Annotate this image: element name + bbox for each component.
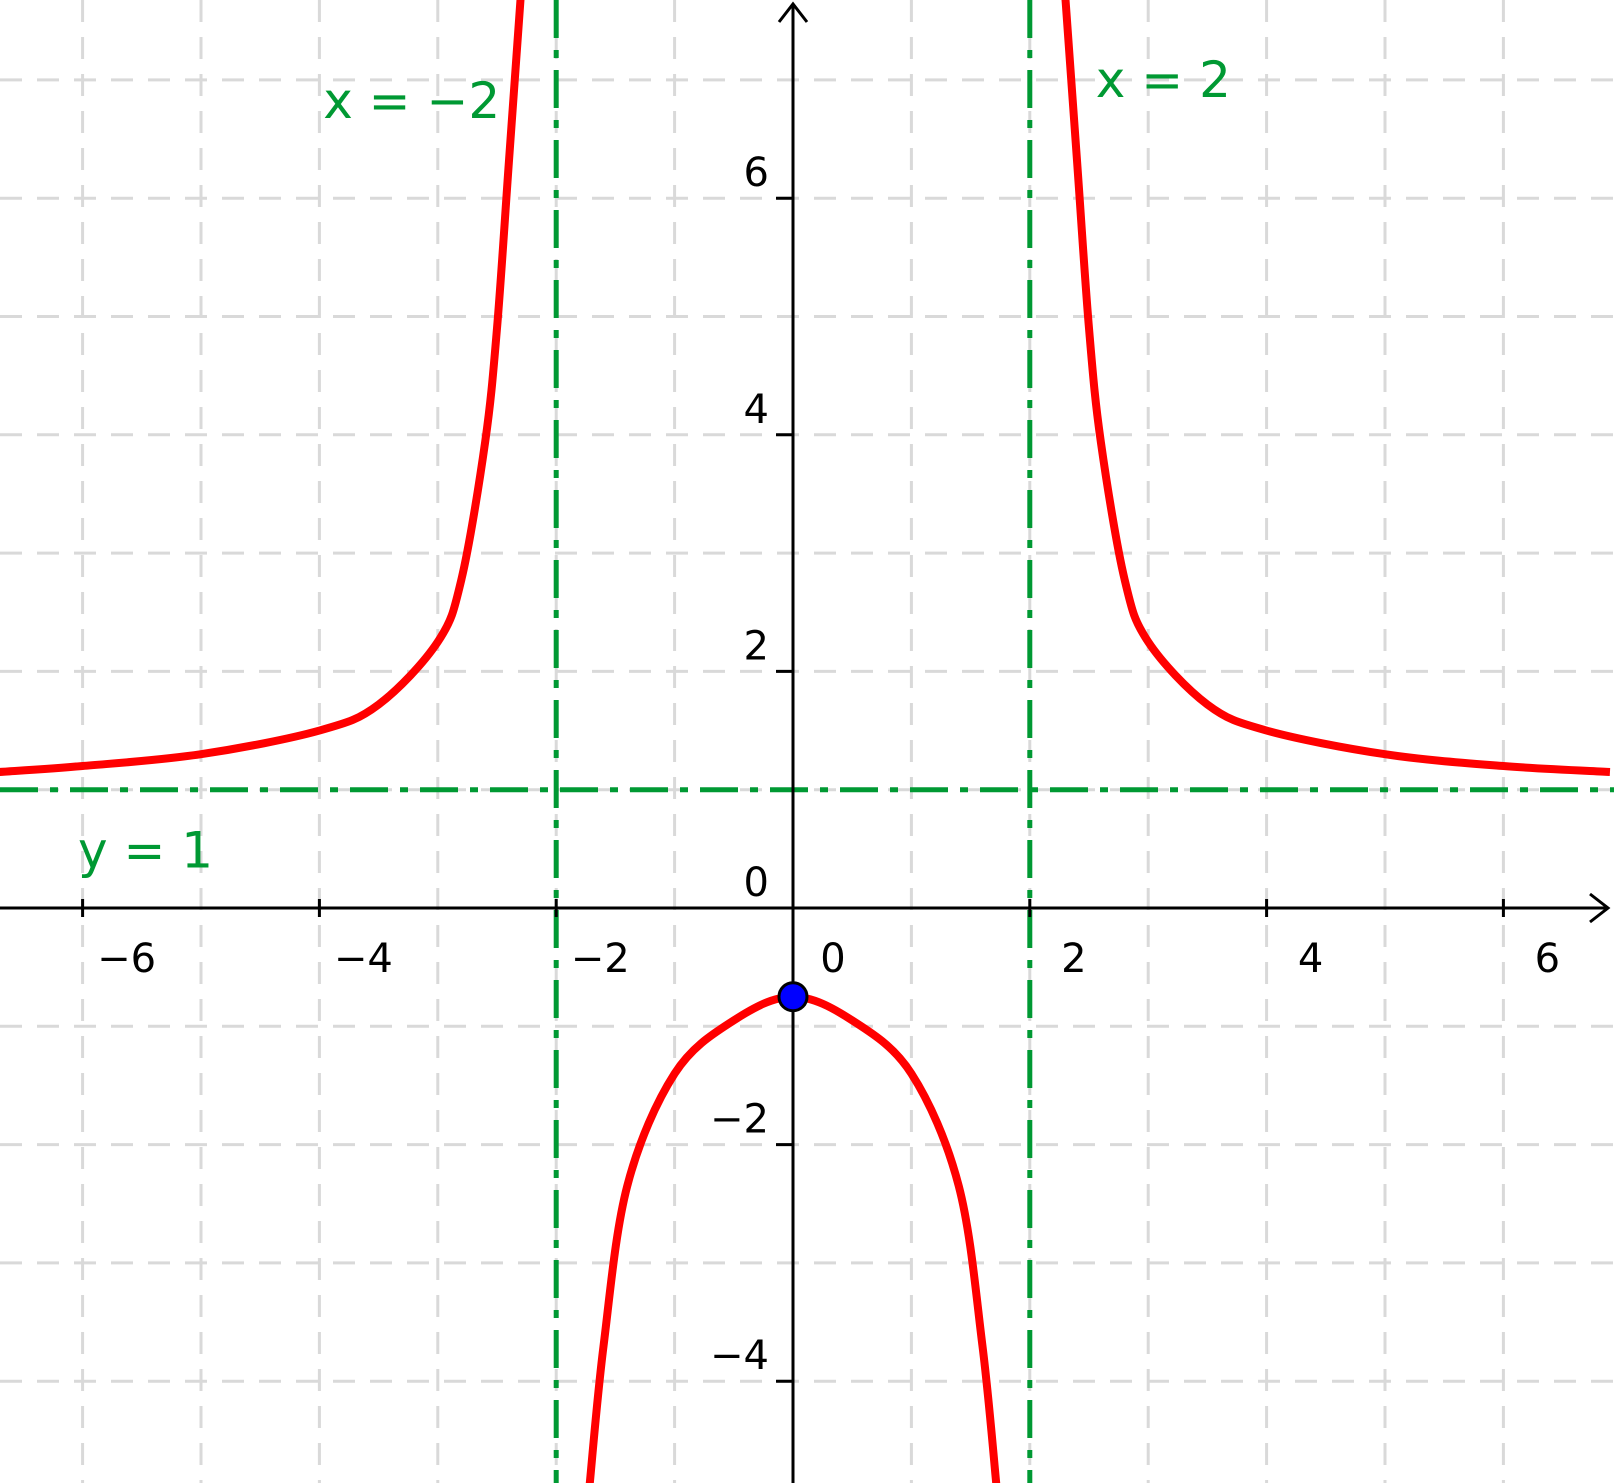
y-tick-label: 2 [744,623,769,669]
y-tick-label: −4 [710,1333,769,1379]
x-tick-label: 4 [1298,936,1323,982]
y-tick-label: −2 [710,1097,769,1143]
x-tick-label: 0 [820,936,845,982]
asymptote-label: x = 2 [1096,51,1231,109]
x-axis-arrow [1589,892,1611,924]
x-tick-label: −2 [571,936,630,982]
y-axis-arrow [777,1,809,23]
curve-branch [0,0,525,776]
curve-branch [1061,0,1611,776]
y-tick-label: 0 [744,860,769,906]
y-tick-label: 4 [744,387,769,433]
x-tick-label: 2 [1061,936,1086,982]
asymptote-label: x = −2 [323,72,500,130]
y-intercept-point [777,981,809,1013]
y-tick-label: 6 [744,150,769,196]
labels: −6 −4 −2 0 2 4 6 −4 −2 0 2 4 6 x = −2 x = 2 y = 1 [78,51,1560,1379]
x-tick-label: −6 [97,936,156,982]
points [777,981,809,1013]
x-tick-label: −4 [334,936,393,982]
asymptote-label: y = 1 [78,822,213,880]
x-tick-label: 6 [1535,936,1560,982]
